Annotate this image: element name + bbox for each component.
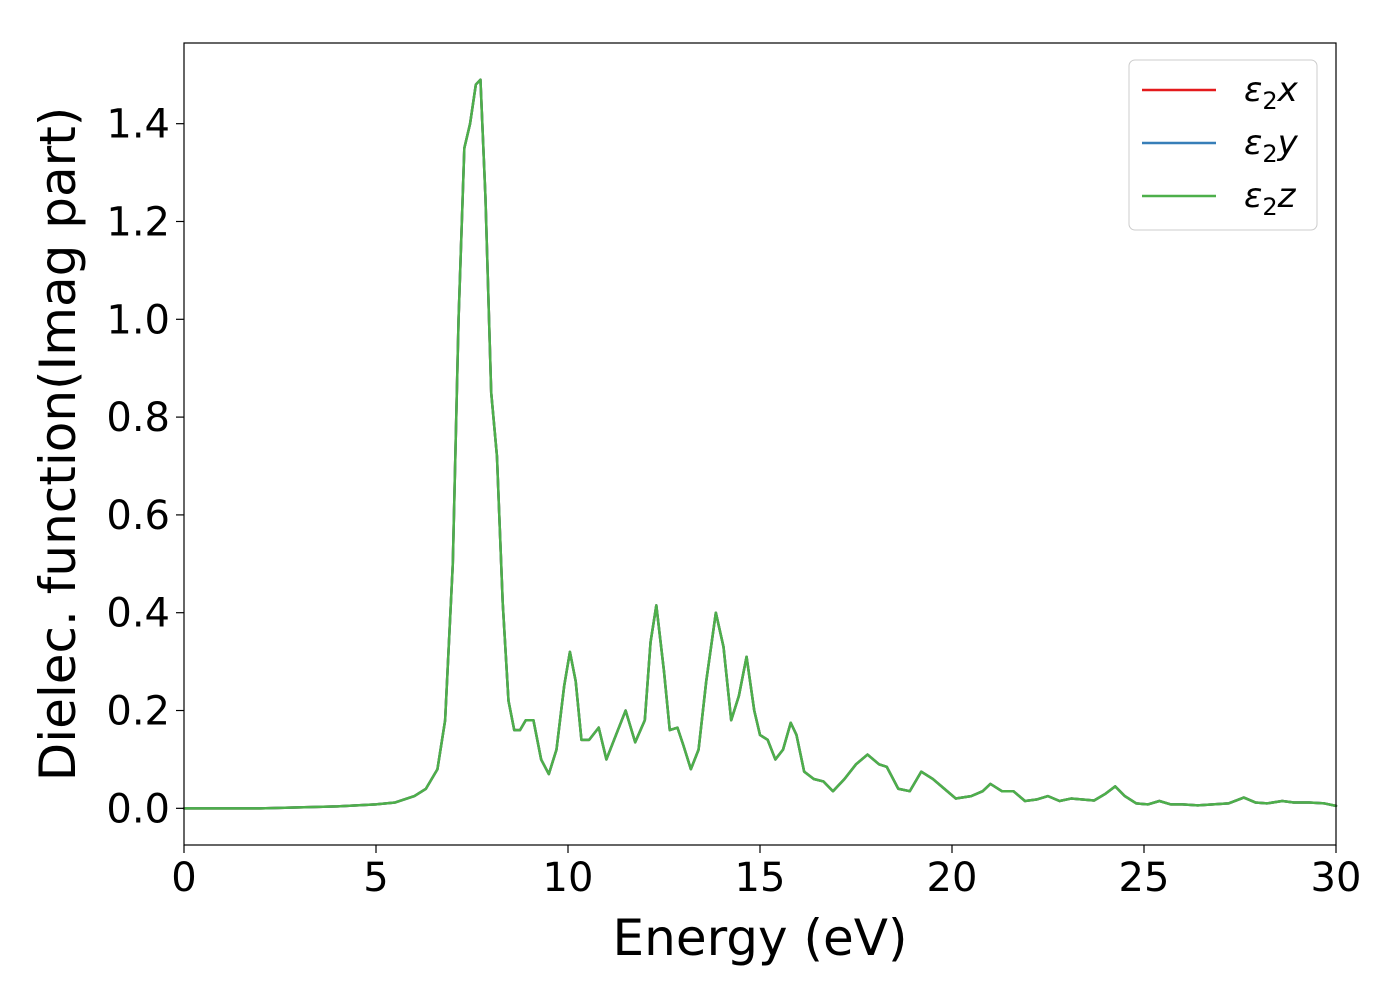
legend-label-y: ε2y — [1244, 123, 1299, 168]
legend-symbol: ε — [1244, 176, 1262, 216]
legend-subscript: 2 — [1262, 193, 1277, 221]
x-tick-label: 25 — [1119, 855, 1170, 901]
y-tick-label: 0.6 — [106, 493, 170, 539]
x-tick-label: 10 — [543, 855, 594, 901]
x-axis-title: Energy (eV) — [613, 909, 908, 967]
x-tick-label: 20 — [927, 855, 978, 901]
y-tick-label: 1.0 — [106, 297, 170, 343]
legend-variable: z — [1277, 176, 1297, 216]
x-tick-label: 30 — [1311, 855, 1362, 901]
x-tick-label: 15 — [735, 855, 786, 901]
y-tick-label: 0.2 — [106, 689, 170, 735]
legend-label-z: ε2z — [1244, 176, 1297, 221]
legend-symbol: ε — [1244, 123, 1262, 163]
y-tick-label: 0.8 — [106, 395, 170, 441]
x-axis-ticks: 0 5 10 15 20 25 30 — [171, 845, 1361, 901]
legend-label-x: ε2x — [1244, 70, 1299, 115]
legend-variable: x — [1277, 70, 1299, 110]
y-tick-label: 1.2 — [106, 199, 170, 245]
y-tick-label: 0.4 — [106, 591, 170, 637]
y-tick-label: 0.0 — [106, 786, 170, 832]
series-line-z — [182, 78, 1338, 810]
x-tick-label: 5 — [363, 855, 388, 901]
legend-subscript: 2 — [1262, 140, 1277, 168]
legend-box — [1128, 59, 1318, 231]
y-axis-title: Dielec. function(Imag part) — [29, 107, 87, 782]
legend-symbol: ε — [1244, 70, 1262, 110]
y-tick-label: 1.4 — [106, 102, 170, 148]
legend-variable: y — [1277, 123, 1299, 163]
y-axis-ticks: 0.0 0.2 0.4 0.6 0.8 1.0 1.2 1.4 — [106, 102, 184, 832]
x-tick-label: 0 — [171, 855, 196, 901]
legend-subscript: 2 — [1262, 87, 1277, 115]
series-lines — [182, 78, 1338, 810]
